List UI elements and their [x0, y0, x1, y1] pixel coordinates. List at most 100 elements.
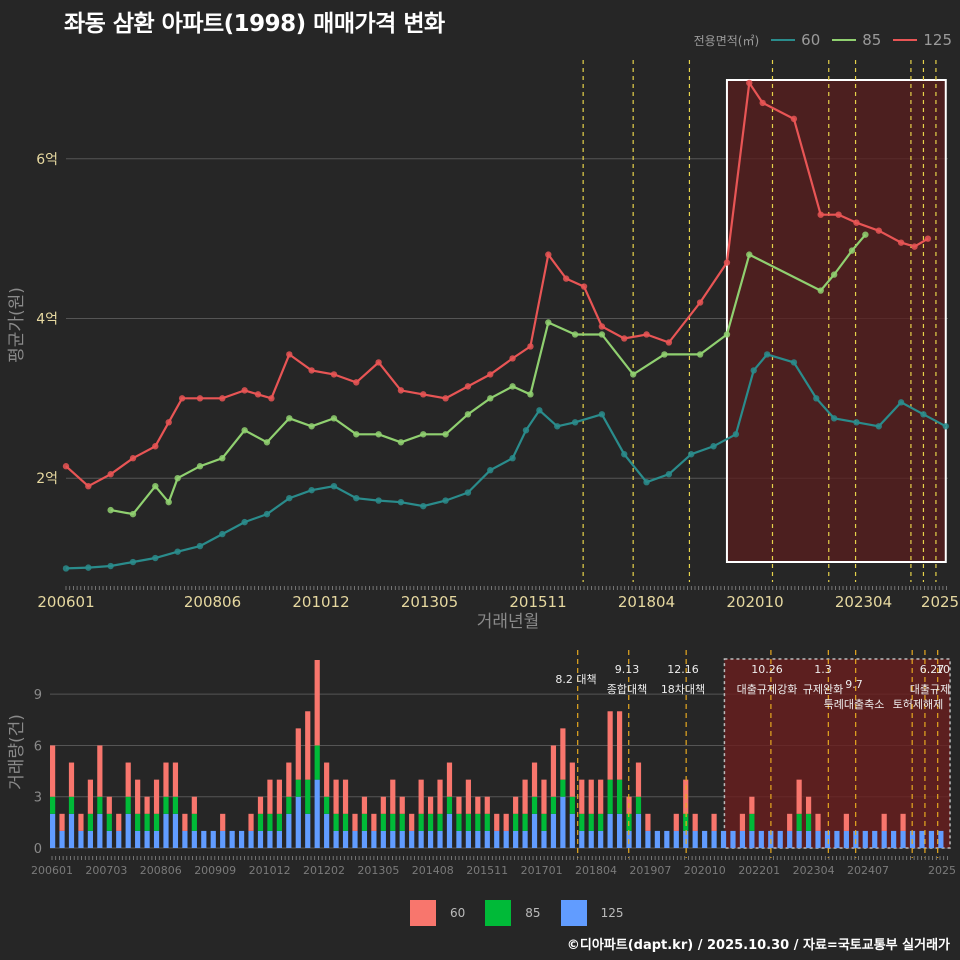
bar-segment-85	[550, 796, 557, 814]
bar-segment-85	[305, 779, 311, 814]
data-point-125	[759, 99, 766, 107]
bar-segment-60	[673, 813, 679, 831]
bar-x-tick-label: 201202	[303, 864, 345, 877]
bar-x-tick-label: 201804	[575, 864, 617, 877]
data-point-125	[353, 379, 360, 386]
bar-segment-125	[125, 813, 131, 848]
bar-segment-60	[97, 745, 103, 797]
bar-segment-125	[446, 813, 453, 848]
bar-segment-60	[390, 779, 396, 814]
data-point-85	[353, 431, 360, 438]
data-point-60	[763, 351, 771, 358]
legend-item-125[interactable]: 125	[893, 31, 952, 49]
bar-x-tick-label: 201305	[357, 864, 399, 877]
bar-segment-125	[418, 830, 424, 848]
bar-segment-60	[796, 779, 802, 814]
bar-segment-125	[834, 830, 840, 848]
x-tick-label: 201511	[509, 593, 566, 611]
data-point-125	[665, 339, 673, 346]
bar-segment-125	[541, 830, 547, 848]
data-point-60	[830, 415, 838, 422]
bar-segment-125	[824, 830, 831, 848]
bar-segment-125	[673, 830, 679, 848]
data-point-60	[897, 399, 905, 406]
data-point-60	[732, 431, 740, 438]
bar-legend-swatch-125	[560, 900, 587, 926]
bar-legend-item-60[interactable]: 60	[410, 900, 465, 926]
bar-y-tick-label: 9	[34, 688, 42, 703]
bar-legend-item-85[interactable]: 85	[485, 900, 541, 926]
x-tick-label: 2025	[921, 593, 959, 611]
bar-legend-item-125[interactable]: 125	[560, 900, 623, 926]
bar-segment-125	[172, 813, 179, 848]
bar-segment-125	[777, 830, 783, 848]
data-point-85	[487, 395, 494, 402]
data-point-125	[527, 343, 534, 350]
bar-segment-85	[437, 813, 443, 831]
data-point-125	[696, 299, 704, 306]
bar-segment-60	[550, 745, 557, 797]
x-tick-label: 200806	[184, 593, 241, 611]
bar-segment-60	[531, 762, 538, 797]
data-point-85	[509, 383, 516, 390]
data-point-125	[911, 243, 918, 250]
bar-segment-125	[843, 830, 849, 848]
bar-segment-85	[418, 813, 424, 831]
bar-segment-125	[342, 830, 349, 848]
data-point-125	[107, 471, 114, 478]
bar-segment-60	[286, 762, 292, 797]
bar-segment-60	[333, 779, 339, 814]
bar-segment-60	[371, 813, 377, 831]
data-point-60	[397, 498, 405, 506]
bar-segment-125	[588, 830, 594, 848]
bar-segment-125	[427, 830, 434, 848]
bar-segment-85	[87, 813, 93, 831]
bar-segment-125	[238, 830, 245, 848]
data-point-60	[643, 478, 650, 486]
data-point-85	[661, 351, 668, 358]
data-point-125	[241, 387, 248, 394]
bar-segment-85	[361, 813, 368, 831]
bar-segment-125	[286, 813, 292, 848]
data-point-60	[813, 395, 820, 402]
bar-segment-125	[730, 830, 736, 848]
policy-annotation: 규제완화	[803, 683, 843, 696]
bar-segment-125	[815, 830, 821, 848]
data-point-125	[85, 482, 92, 490]
legend-item-60[interactable]: 60	[771, 31, 820, 49]
data-point-125	[178, 395, 186, 402]
bar-segment-85	[314, 745, 320, 780]
bar-segment-60	[475, 796, 481, 814]
bar-segment-60	[815, 813, 821, 831]
bar-segment-60	[125, 762, 131, 797]
data-point-125	[817, 211, 824, 218]
data-point-125	[835, 211, 842, 218]
data-point-85	[723, 331, 731, 338]
bar-x-tick-label: 200703	[85, 864, 127, 877]
data-point-125	[286, 351, 293, 358]
bar-segment-125	[560, 796, 566, 848]
bar-segment-60	[465, 779, 471, 814]
bar-segment-125	[465, 830, 471, 848]
bar-segment-125	[97, 813, 103, 848]
data-point-125	[487, 371, 494, 378]
bar-y-tick-label: 3	[34, 791, 42, 806]
policy-annotation: 토허제해제	[893, 697, 944, 711]
legend-top: 전용면적(㎡) 60 85 125	[694, 31, 952, 49]
bar-segment-125	[475, 830, 481, 848]
data-point-125	[464, 383, 472, 390]
legend-item-85[interactable]: 85	[832, 31, 881, 49]
data-point-60	[375, 497, 382, 504]
bar-segment-125	[59, 830, 65, 848]
data-point-60	[107, 562, 114, 570]
bar-segment-85	[106, 813, 112, 831]
data-point-60	[920, 411, 927, 418]
bar-segment-125	[805, 830, 812, 848]
data-point-60	[420, 502, 427, 510]
bar-segment-125	[437, 830, 443, 848]
data-point-60	[152, 554, 159, 562]
bar-segment-125	[579, 830, 585, 848]
x-tick-label: 200601	[37, 593, 94, 611]
chart-title: 좌동 삼환 아파트(1998) 매매가격 변화	[64, 11, 445, 37]
